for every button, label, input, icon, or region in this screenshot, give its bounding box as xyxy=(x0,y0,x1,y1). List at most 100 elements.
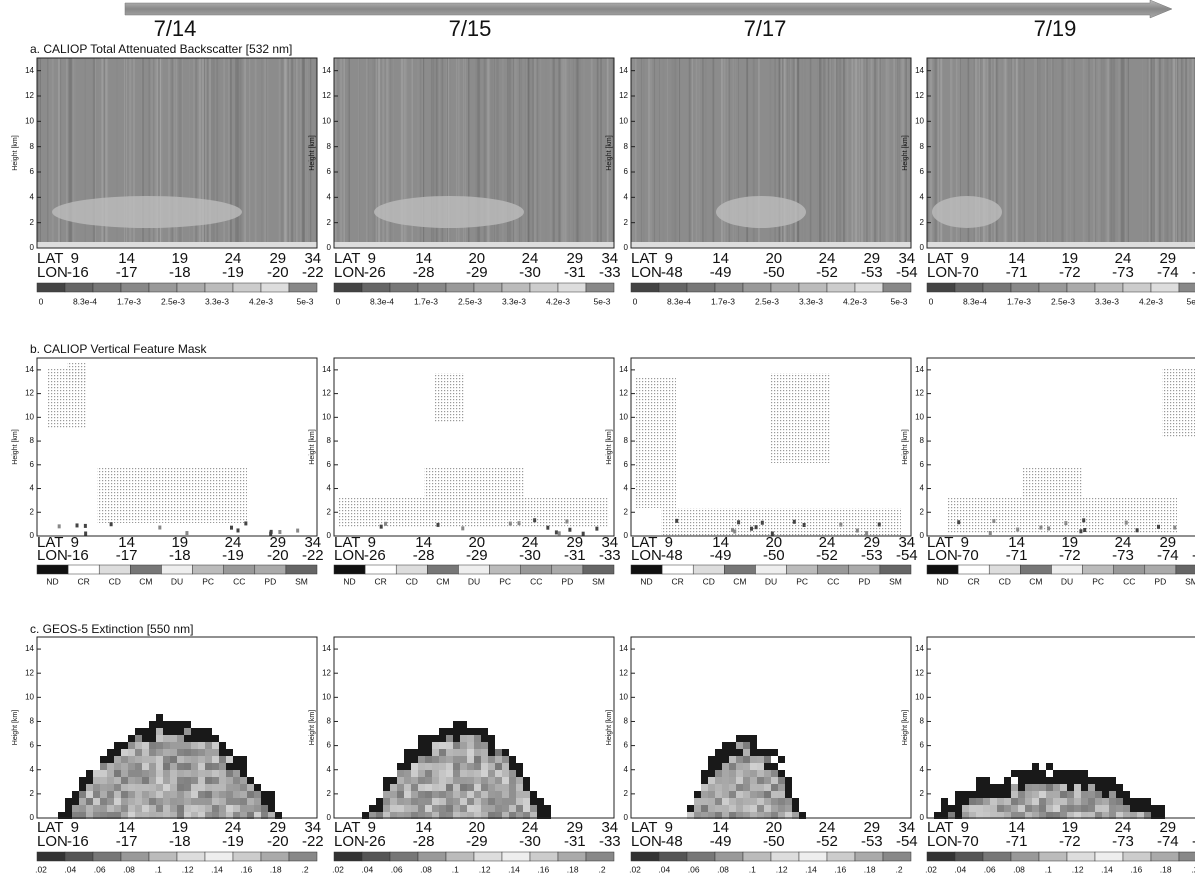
extinction-cell xyxy=(1081,798,1088,805)
extinction-cell xyxy=(411,749,418,756)
extinction-cell xyxy=(418,763,425,770)
extinction-cell xyxy=(177,777,184,784)
extinction-cell xyxy=(1039,784,1046,791)
feature-cell xyxy=(558,531,561,535)
colorbar-segment xyxy=(446,852,474,861)
colorbar-segment xyxy=(1011,852,1039,861)
extinction-cell xyxy=(1137,805,1144,812)
extinction-cell xyxy=(163,742,170,749)
extinction-cell xyxy=(114,777,121,784)
streak xyxy=(866,58,867,248)
extinction-cell xyxy=(135,763,142,770)
extinction-cell xyxy=(390,798,397,805)
streak xyxy=(601,58,602,248)
extinction-cell xyxy=(722,791,729,798)
extinction-cell xyxy=(163,735,170,742)
extinction-cell xyxy=(969,805,976,812)
streak xyxy=(692,58,693,248)
extinction-cell xyxy=(418,805,425,812)
extinction-cell xyxy=(460,805,467,812)
streak xyxy=(1047,58,1048,248)
extinction-cell xyxy=(715,756,722,763)
extinction-cell xyxy=(778,784,785,791)
colorbar-label: .2 xyxy=(895,864,902,874)
colorbar-segment xyxy=(693,565,724,574)
streak xyxy=(836,58,837,248)
extinction-cell xyxy=(708,770,715,777)
extinction-cell xyxy=(446,763,453,770)
colorbar-segment xyxy=(1039,283,1067,292)
colorbar-label: 3.3e-3 xyxy=(799,296,823,306)
extinction-cell xyxy=(261,798,268,805)
extinction-cell xyxy=(1004,805,1011,812)
extinction-cell xyxy=(523,791,530,798)
colorbar-segment xyxy=(93,283,121,292)
extinction-cell xyxy=(100,784,107,791)
streak xyxy=(864,58,866,248)
streak xyxy=(550,58,552,248)
streak xyxy=(1095,58,1096,248)
extinction-cell xyxy=(778,756,785,763)
lon-label: -71 xyxy=(1006,833,1028,850)
extinction-cell xyxy=(771,777,778,784)
feature-cell xyxy=(992,519,995,523)
colorbar-segment xyxy=(121,283,149,292)
colorbar-segment xyxy=(65,283,93,292)
extinction-cell xyxy=(453,742,460,749)
colorbar-segment xyxy=(558,852,586,861)
extinction-cell xyxy=(1116,791,1123,798)
extinction-cell xyxy=(1060,784,1067,791)
colorbar-label: .06 xyxy=(984,864,996,874)
extinction-cell xyxy=(79,798,86,805)
extinction-cell xyxy=(135,742,142,749)
extinction-cell xyxy=(142,763,149,770)
extinction-cell xyxy=(397,805,404,812)
extinction-cell xyxy=(778,777,785,784)
extinction-cell xyxy=(1060,791,1067,798)
figure: 7/147/157/177/19a. CALIOP Total Attenuat… xyxy=(0,0,1195,889)
lon-label: -52 xyxy=(816,264,838,281)
y-tick-label: 6 xyxy=(327,460,332,469)
streak xyxy=(1009,58,1010,248)
colorbar-segment xyxy=(502,283,530,292)
colorbar-segment xyxy=(255,565,286,574)
extinction-cell xyxy=(1011,798,1018,805)
extinction-cell xyxy=(1067,777,1074,784)
extinction-cell xyxy=(439,777,446,784)
streak xyxy=(1115,58,1116,248)
extinction-cell xyxy=(488,749,495,756)
extinction-cell xyxy=(177,749,184,756)
extinction-cell xyxy=(722,770,729,777)
extinction-cell xyxy=(1053,805,1060,812)
extinction-cell xyxy=(100,791,107,798)
y-tick-label: 0 xyxy=(327,243,332,252)
extinction-cell xyxy=(397,798,404,805)
extinction-cell xyxy=(771,749,778,756)
lon-prefix: LON xyxy=(927,264,958,281)
y-tick-label: 10 xyxy=(915,116,924,125)
y-tick-label: 0 xyxy=(624,813,629,822)
extinction-cell xyxy=(488,798,495,805)
colorbar-segment xyxy=(233,283,261,292)
colorbar-label: .02 xyxy=(332,864,344,874)
extinction-cell xyxy=(474,749,481,756)
extinction-cell xyxy=(100,770,107,777)
extinction-cell xyxy=(990,784,997,791)
extinction-cell xyxy=(156,805,163,812)
streak xyxy=(518,58,519,248)
extinction-cell xyxy=(128,791,135,798)
lon-label: -19 xyxy=(222,547,244,564)
extinction-cell xyxy=(268,798,275,805)
streak xyxy=(537,58,539,248)
lon-label: -16 xyxy=(67,547,89,564)
extinction-cell xyxy=(121,749,128,756)
extinction-cell xyxy=(955,805,962,812)
streak xyxy=(666,58,667,248)
extinction-cell xyxy=(474,805,481,812)
colorbar-label: .18 xyxy=(864,864,876,874)
aerosol-layer xyxy=(716,196,806,228)
extinction-cell xyxy=(156,756,163,763)
colorbar-segment xyxy=(261,852,289,861)
extinction-cell xyxy=(247,784,254,791)
colorbar-segment xyxy=(855,283,883,292)
